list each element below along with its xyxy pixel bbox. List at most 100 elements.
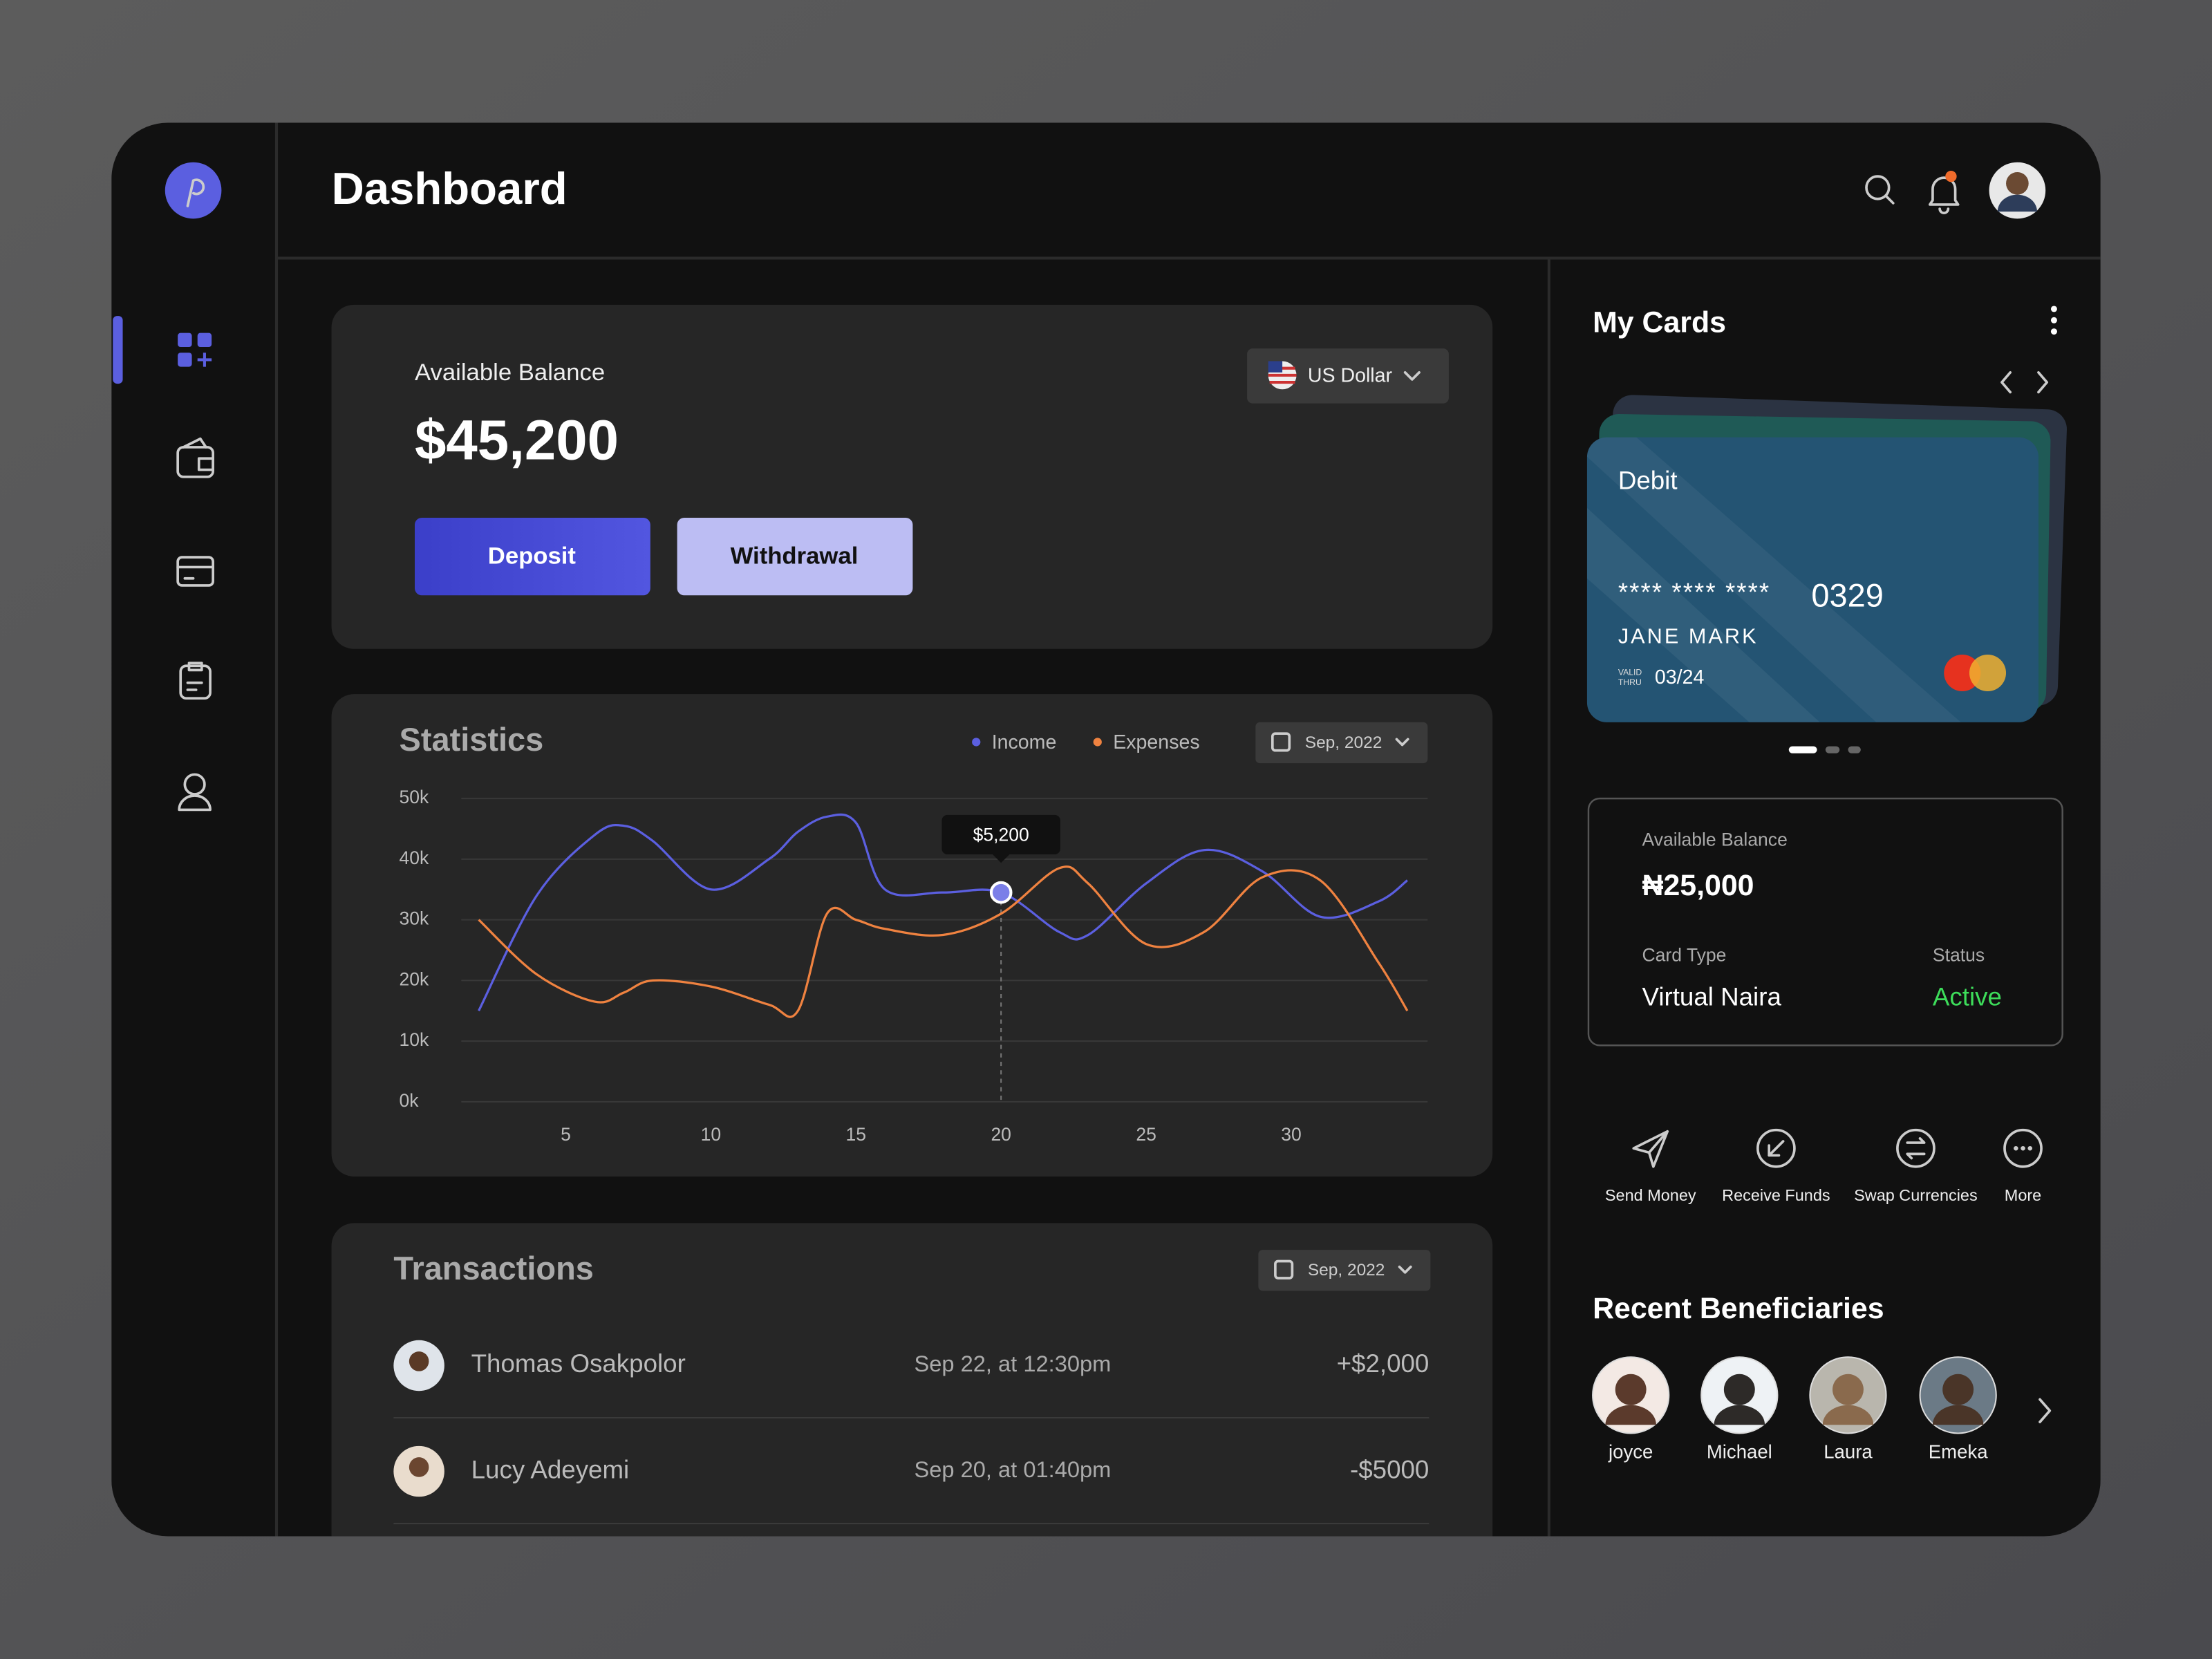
card-valid-label: VALID — [1618, 668, 1642, 677]
x-tick-label: 15 — [846, 1124, 867, 1145]
action-label: Send Money — [1605, 1186, 1696, 1204]
beneficiaries-next[interactable] — [2038, 1398, 2052, 1423]
y-tick-label: 50k — [400, 787, 429, 807]
notification-icon[interactable] — [1929, 170, 1960, 214]
transactions-card — [331, 1223, 1493, 1537]
beneficiaries-title: Recent Beneficiaries — [1593, 1292, 1884, 1325]
beneficiary[interactable]: Emeka — [1919, 1356, 1997, 1462]
beneficiary-name: Laura — [1824, 1441, 1873, 1462]
action-label: Receive Funds — [1722, 1186, 1830, 1204]
action-icon — [1768, 1140, 1785, 1157]
beneficiary-name: joyce — [1608, 1441, 1653, 1462]
beneficiary[interactable]: Laura — [1809, 1356, 1887, 1462]
action-icon-ring — [1896, 1128, 1936, 1168]
card-thru-label: THRU — [1618, 677, 1642, 687]
y-tick-label: 40k — [400, 847, 429, 868]
transaction-avatar — [393, 1445, 444, 1497]
my-cards-title: My Cards — [1593, 306, 1726, 339]
card-pager[interactable] — [1788, 746, 1861, 753]
nav-cards[interactable] — [176, 556, 214, 587]
currency-select[interactable]: US Dollar — [1247, 348, 1449, 404]
account-box — [1587, 797, 2063, 1047]
statistics-period-select[interactable]: Sep, 2022 — [1255, 722, 1428, 764]
card-type-value: Virtual Naira — [1642, 983, 1782, 1011]
card-number-last: 0329 — [1811, 578, 1883, 614]
transactions-period-select[interactable]: Sep, 2022 — [1258, 1250, 1431, 1291]
y-tick-label: 0k — [400, 1090, 420, 1111]
transaction-avatar — [393, 1340, 444, 1391]
currency-label: US Dollar — [1308, 364, 1393, 386]
legend-label: Income — [992, 731, 1057, 753]
prev-card[interactable] — [2000, 371, 2012, 394]
deposit-label: Deposit — [488, 543, 577, 569]
beneficiary[interactable]: joyce — [1592, 1356, 1670, 1462]
search-icon[interactable] — [1865, 175, 1895, 205]
action-label: Swap Currencies — [1854, 1186, 1978, 1204]
transaction-name: Lucy Adeyemi — [471, 1455, 630, 1483]
transactions-title: Transactions — [393, 1250, 593, 1286]
x-tick-label: 30 — [1281, 1124, 1302, 1145]
series-line — [478, 813, 1408, 1011]
app-frame: Dashboard Available Balance $45,200 US D… — [111, 122, 2101, 1537]
user-avatar[interactable] — [1989, 162, 2046, 219]
beneficiary[interactable]: Michael — [1700, 1356, 1779, 1462]
beneficiary-list: joyce Michael Laura Emeka — [1592, 1356, 1997, 1462]
beneficiary-face — [1833, 1374, 1864, 1405]
mastercard-logo — [1944, 654, 2007, 691]
withdrawal-label: Withdrawal — [731, 543, 859, 569]
next-card[interactable] — [2037, 371, 2049, 394]
nav-dashboard[interactable] — [178, 332, 212, 367]
transaction-date: Sep 22, at 12:30pm — [914, 1351, 1111, 1376]
beneficiary-shoulders — [1714, 1405, 1765, 1425]
legend-swatch — [1093, 738, 1102, 747]
beneficiary-name: Michael — [1707, 1441, 1772, 1462]
status-value: Active — [1933, 983, 2002, 1011]
x-tick-label: 5 — [561, 1124, 571, 1145]
avatar-face — [409, 1351, 429, 1371]
action-button[interactable]: More — [2003, 1128, 2043, 1204]
quick-actions: Send Money Receive Funds Swap Currencies Mo… — [1605, 1128, 2043, 1204]
account-balance: ₦25,000 — [1642, 869, 1754, 902]
card-expiry: 03/24 — [1655, 666, 1705, 688]
action-button[interactable]: Swap Currencies — [1854, 1128, 1978, 1204]
action-label: More — [2005, 1186, 2041, 1204]
action-icon — [1906, 1137, 1926, 1160]
page-title: Dashboard — [332, 163, 568, 214]
action-icon-dot — [2014, 1145, 2018, 1151]
nav-wallet[interactable] — [176, 437, 214, 478]
y-tick-label: 20k — [400, 968, 429, 989]
action-icon — [1632, 1130, 1669, 1168]
beneficiary-name: Emeka — [1929, 1441, 1988, 1462]
card-type: Debit — [1618, 467, 1678, 495]
deposit-button[interactable] — [415, 517, 650, 596]
nav-reports[interactable] — [179, 662, 212, 700]
tooltip-box — [941, 814, 1060, 863]
tooltip-label: $5,200 — [973, 825, 1029, 845]
statistics-chart: 0k 10k 20k 30k 40k 50k 5 10 15 20 25 30 Income Expens… — [400, 731, 1428, 1145]
transaction-amount: +$2,000 — [1337, 1349, 1430, 1378]
active-indicator — [113, 316, 123, 384]
status-label: Status — [1933, 945, 1985, 966]
avatar-face — [409, 1457, 429, 1477]
action-button[interactable]: Receive Funds — [1722, 1128, 1830, 1204]
more-menu[interactable] — [2050, 306, 2057, 335]
card-pattern — [1586, 437, 1961, 722]
debit-card[interactable] — [1586, 437, 2038, 722]
transaction-list: Thomas Osakpolor Sep 22, at 12:30pm +$2,00… — [393, 1340, 1430, 1525]
action-button[interactable]: Send Money — [1605, 1130, 1696, 1204]
x-tick-label: 25 — [1136, 1124, 1156, 1145]
statistics-card — [331, 694, 1493, 1177]
statistics-period: Sep, 2022 — [1305, 733, 1382, 752]
card-holder: JANE MARK — [1618, 625, 1759, 648]
logo-glyph — [186, 178, 205, 207]
card-type-label: Card Type — [1642, 945, 1727, 966]
action-icon-dot — [2027, 1145, 2032, 1151]
tooltip-point — [989, 881, 1013, 904]
nav-profile[interactable] — [178, 773, 212, 812]
beneficiary-shoulders — [1822, 1405, 1874, 1425]
logo[interactable] — [165, 162, 222, 219]
transaction-name: Thomas Osakpolor — [471, 1349, 686, 1378]
withdrawal-button[interactable] — [677, 517, 913, 596]
